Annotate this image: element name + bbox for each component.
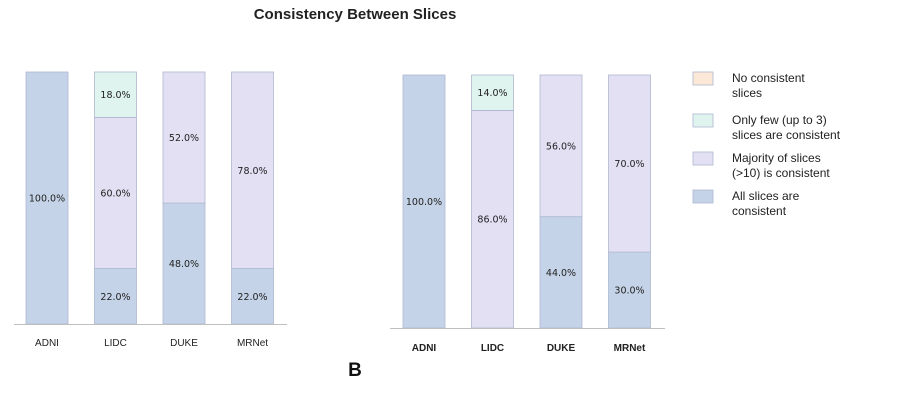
x-tick-a-adni: ADNI	[35, 338, 59, 349]
legend-swatch-all	[692, 189, 714, 204]
bar-label-a-duke-all: 48.0%	[169, 259, 199, 270]
legend-label-none: slices	[732, 86, 762, 100]
bar-a-duke-majority	[162, 71, 206, 204]
bar-label-a-lidc-few: 18.0%	[100, 90, 130, 101]
chart-a: 100.0% ADNI 22.0% 60.0% 18.0% LIDC 48.0% 52.0% D…	[14, 71, 287, 349]
x-tick-b-adni: ADNI	[412, 343, 437, 354]
legend-swatch-none	[692, 71, 714, 86]
bar-label-b-duke-all: 44.0%	[546, 268, 576, 279]
panel-label-b: B	[348, 360, 362, 381]
bar-a-lidc-few	[94, 71, 137, 118]
x-tick-b-mrnet: MRNet	[614, 343, 646, 354]
x-tick-b-duke: DUKE	[547, 343, 576, 354]
bar-a-adni-all	[25, 71, 69, 325]
legend-label-none: No consistent	[732, 71, 805, 85]
bar-label-b-mrnet-majority: 70.0%	[614, 159, 644, 170]
bar-label-b-lidc-few: 14.0%	[477, 88, 507, 99]
x-tick-a-lidc: LIDC	[104, 338, 127, 349]
x-tick-b-lidc: LIDC	[481, 343, 504, 354]
bar-b-duke-all	[539, 216, 583, 329]
chart-b: 100.0% ADNI 86.0% 14.0% LIDC 44.0% 56.0% DUKE 30…	[390, 74, 665, 354]
legend-label-majority: Majority of slices	[732, 151, 821, 165]
legend-label-all: consistent	[732, 204, 787, 218]
bar-label-a-mrnet-all: 22.0%	[237, 292, 267, 303]
bar-label-b-adni-all: 100.0%	[406, 197, 442, 208]
legend-label-few: slices are consistent	[732, 128, 841, 142]
chart-title: Consistency Between Slices	[254, 6, 457, 23]
legend-label-all: All slices are	[732, 189, 800, 203]
bar-label-a-lidc-all: 22.0%	[100, 292, 130, 303]
legend-label-majority: (>10) is consistent	[732, 166, 830, 180]
bar-a-duke-all	[162, 202, 206, 325]
legend-swatch-majority	[692, 151, 714, 166]
bar-b-mrnet-majority	[608, 74, 651, 253]
bar-b-duke-majority	[539, 74, 583, 218]
bar-label-b-mrnet-all: 30.0%	[614, 286, 644, 297]
x-tick-a-duke: DUKE	[170, 338, 198, 349]
bar-b-lidc-majority	[471, 110, 514, 329]
bar-b-lidc-few	[471, 74, 514, 111]
bar-b-adni-all	[402, 74, 446, 329]
bar-b-mrnet-all	[608, 251, 651, 329]
legend-swatch-few	[692, 113, 714, 128]
bar-label-a-duke-majority: 52.0%	[169, 133, 199, 144]
bar-label-a-adni-all: 100.0%	[29, 194, 65, 205]
x-tick-a-mrnet: MRNet	[237, 338, 268, 349]
legend-label-few: Only few (up to 3)	[732, 113, 827, 127]
bar-label-a-mrnet-majority: 78.0%	[237, 166, 267, 177]
bar-a-mrnet-majority	[231, 71, 274, 269]
bar-a-lidc-all	[94, 268, 137, 325]
bar-label-b-duke-majority: 56.0%	[546, 141, 576, 152]
bar-label-a-lidc-majority: 60.0%	[100, 188, 130, 199]
bar-label-b-lidc-majority: 86.0%	[477, 215, 507, 226]
